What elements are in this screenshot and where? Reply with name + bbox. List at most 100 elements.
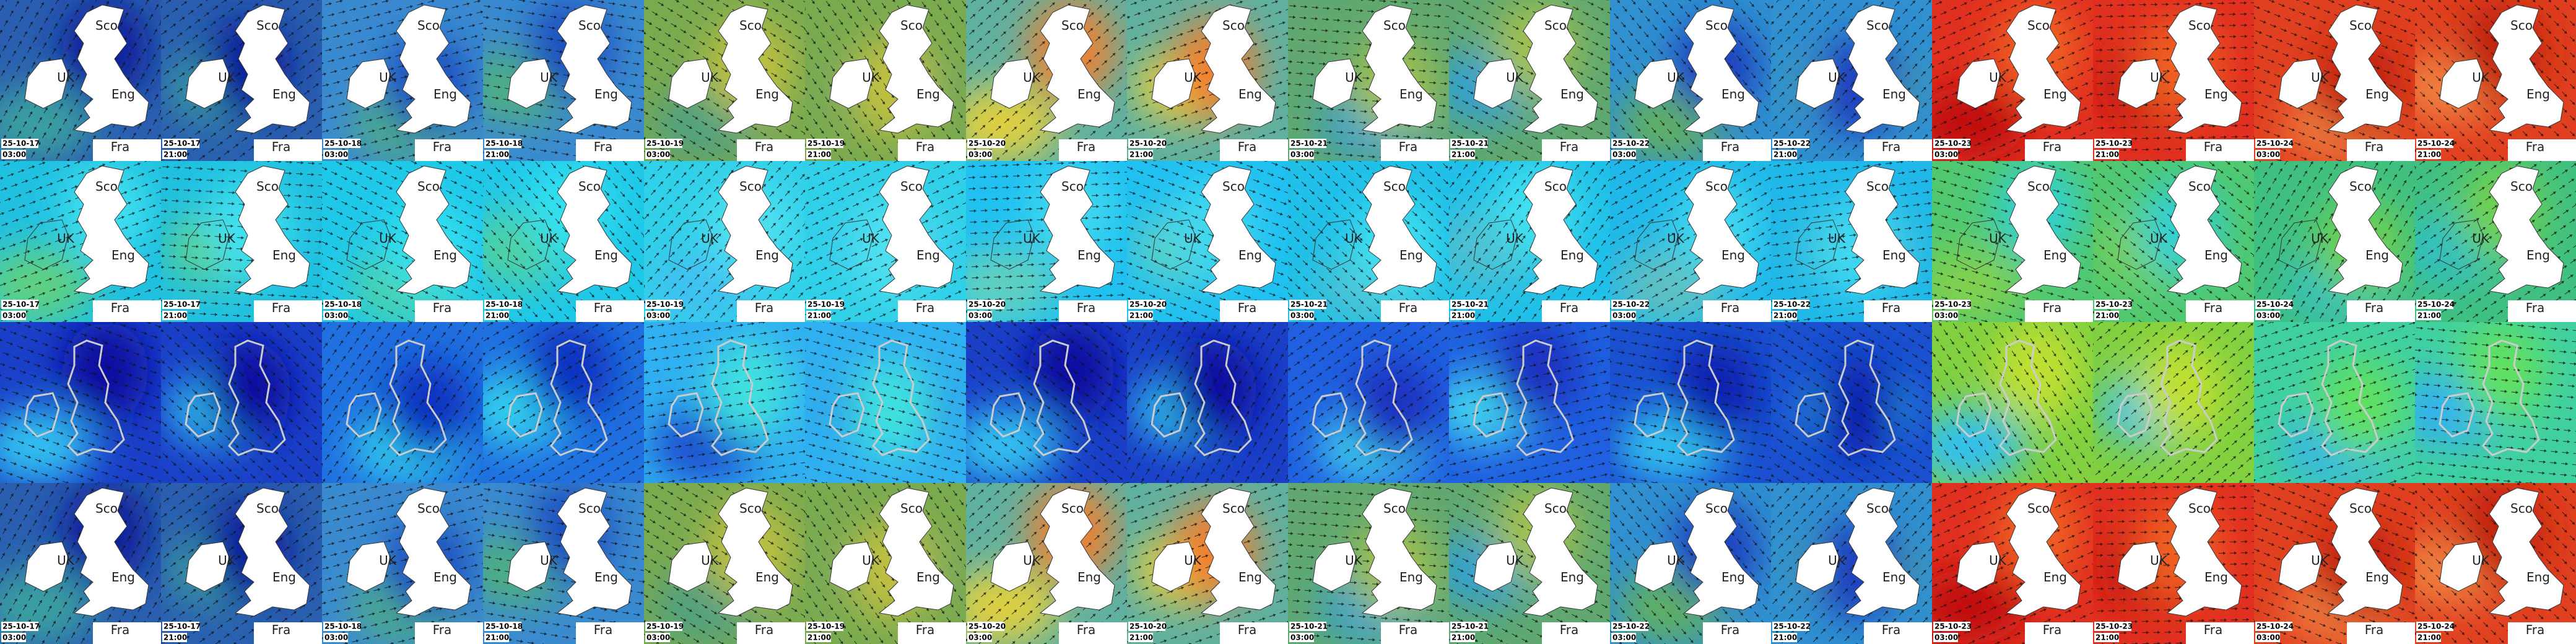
place-label: Sco [2188,501,2211,516]
place-label: UK [218,70,236,85]
time-label: 03:00 [646,150,670,159]
date-box [1772,300,1809,309]
land [737,300,805,322]
land [346,541,391,592]
place-label: UK [1506,553,1524,568]
place-label: UK [379,231,397,246]
land [346,219,391,270]
place-label: Eng [1238,570,1262,585]
place-label: Sco [578,501,601,516]
place-label: Sco [95,179,118,194]
map-tile: Sco UK Eng Fra 25-10-19 21:00 [805,161,966,322]
land [1864,300,1932,322]
time-box [1128,311,1153,320]
land [1542,622,1610,644]
land [1220,300,1288,322]
place-label: Fra [2043,300,2062,315]
place-label: Fra [1560,139,1579,154]
land [2005,487,2081,617]
place-label: Sco [1061,18,1084,33]
land [73,4,149,134]
wind-arrows [322,322,483,483]
time-box [1611,311,1636,320]
land [1151,219,1196,270]
place-label: Sco [739,501,762,516]
place-label: Eng [755,87,779,102]
date-label: 25-10-24 [2417,622,2455,631]
place-label: Fra [1399,300,1418,315]
coast [185,392,221,438]
land [2278,541,2323,592]
time-label: 21:00 [1773,633,1797,642]
time-label: 21:00 [2417,311,2441,320]
place-label: Eng [1882,570,1906,585]
date-label: 25-10-18 [485,300,523,309]
place-label: Eng [1238,87,1262,102]
land [1683,487,1759,617]
wind-arrows [805,322,966,483]
land [1381,139,1449,161]
date-box [1772,622,1809,631]
place-label: UK [1667,231,1685,246]
coast [228,339,286,456]
place-label: Fra [594,139,613,154]
coast [24,392,60,438]
land [1039,487,1115,617]
wind-arrows [2415,322,2576,483]
time-label: 21:00 [2095,633,2119,642]
place-label: Eng [1077,570,1101,585]
land [254,300,322,322]
place-label: UK [1667,553,1685,568]
place-label: Sco [2510,179,2533,194]
coast [1033,339,1091,456]
time-label: 03:00 [2,311,26,320]
place-label: Fra [1238,622,1257,637]
map-tile: Sco UK Eng Fra 25-10-22 21:00 [1771,0,1932,161]
date-box [1,622,38,631]
date-box [484,622,521,631]
date-box [323,139,360,148]
coast [389,339,447,456]
map-tile: Sco UK Eng Fra 25-10-17 21:00 [161,483,322,644]
land [829,58,874,109]
coast [2321,339,2379,456]
land [1703,300,1771,322]
time-label: 21:00 [1129,311,1153,320]
land [1683,4,1759,134]
place-label: Sco [2027,18,2050,33]
land [2186,300,2254,322]
place-label: Eng [111,87,135,102]
map-tile: Sco UK Eng Fra 25-10-17 21:00 [161,161,322,322]
map-tile: Sco UK Eng Fra 25-10-21 21:00 [1449,0,1610,161]
land [556,487,632,617]
time-label: 21:00 [1451,150,1475,159]
land [576,622,644,644]
date-box [1611,300,1648,309]
place-label: UK [57,553,75,568]
land [2439,541,2484,592]
date-box [1611,622,1648,631]
map-tile: Sco UK Eng Fra 25-10-17 03:00 [0,483,161,644]
place-label: Sco [2349,501,2372,516]
time-label: 03:00 [1612,633,1636,642]
place-label: Fra [916,139,935,154]
time-label: 21:00 [163,311,187,320]
time-label: 03:00 [1934,633,1958,642]
place-label: Eng [1882,87,1906,102]
map-tile: Sco UK Eng Fra 25-10-24 21:00 [2415,161,2576,322]
coast [1194,339,1252,456]
field [1127,322,1288,483]
land [254,622,322,644]
land [1473,58,1518,109]
map-tile: Sco UK Eng Fra 25-10-23 03:00 [1932,0,2093,161]
place-label: Fra [1882,622,1901,637]
field [1932,322,2093,483]
coast [346,392,382,438]
land [93,622,161,644]
map-tile: Sco UK Eng Fra 25-10-23 21:00 [2093,0,2254,161]
map-tile [161,322,322,483]
land [507,541,552,592]
place-label: Eng [433,570,457,585]
date-label: 25-10-23 [1934,139,1972,148]
date-label: 25-10-21 [1451,139,1489,148]
